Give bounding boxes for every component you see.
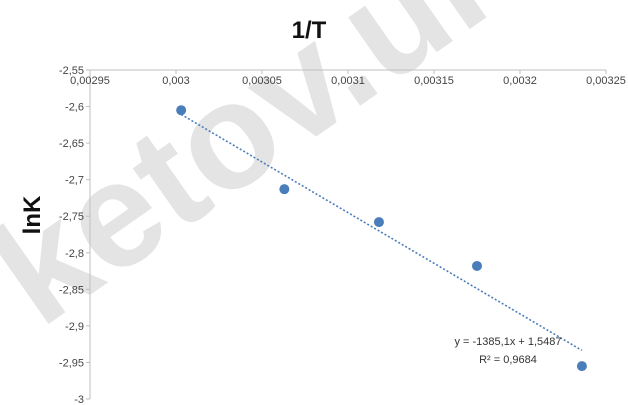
data-point	[176, 105, 187, 116]
y-tick-label: -2,85	[59, 284, 84, 296]
x-tick-label: 0,00295	[70, 75, 110, 87]
trendline-r-squared: R² = 0,9684	[479, 354, 537, 366]
y-tick-label: -2,65	[59, 138, 84, 150]
data-point	[472, 260, 482, 271]
trendline-layer	[180, 113, 583, 352]
y-tick-label: -2,95	[59, 357, 84, 369]
y-tick-label: -3	[74, 394, 84, 405]
data-point	[373, 217, 384, 228]
trendline-equation: y = -1385,1x + 1,5487	[454, 336, 561, 348]
y-tick-label: -2,8	[65, 248, 84, 260]
data-point	[576, 361, 587, 372]
trendline	[180, 113, 583, 352]
x-tick-label: 0,00315	[414, 75, 454, 87]
axes: -2,55 -2,6 -2,65 -2,7 -2,75 -2,8 -2,85 -2,9 -2,9…	[59, 65, 626, 405]
data-point	[279, 184, 290, 195]
y-tick-label: -2,75	[59, 211, 84, 223]
chart-title: 1/T	[292, 17, 327, 44]
y-tick-label: -2,9	[65, 321, 84, 333]
x-tick-label: 0,003	[162, 75, 190, 87]
x-tick-label: 0,0032	[503, 75, 537, 87]
y-tick-label: -2,7	[65, 175, 84, 187]
x-tick-label: 0,00325	[586, 75, 626, 87]
data-points	[176, 105, 587, 372]
watermark-layer: ketov.uni	[0, 0, 589, 356]
labels-layer: 1/T lnK y = -1385,1x + 1,5487 R² = 0,968…	[19, 17, 562, 366]
y-tick-label: -2,6	[65, 102, 84, 114]
x-tick-label: 0,0031	[331, 75, 365, 87]
y-tick-label: -2,55	[59, 65, 84, 77]
watermark-text: ketov.uni	[0, 0, 589, 356]
y-axis-title: lnK	[19, 195, 46, 234]
x-tick-label: 0,00305	[242, 75, 282, 87]
